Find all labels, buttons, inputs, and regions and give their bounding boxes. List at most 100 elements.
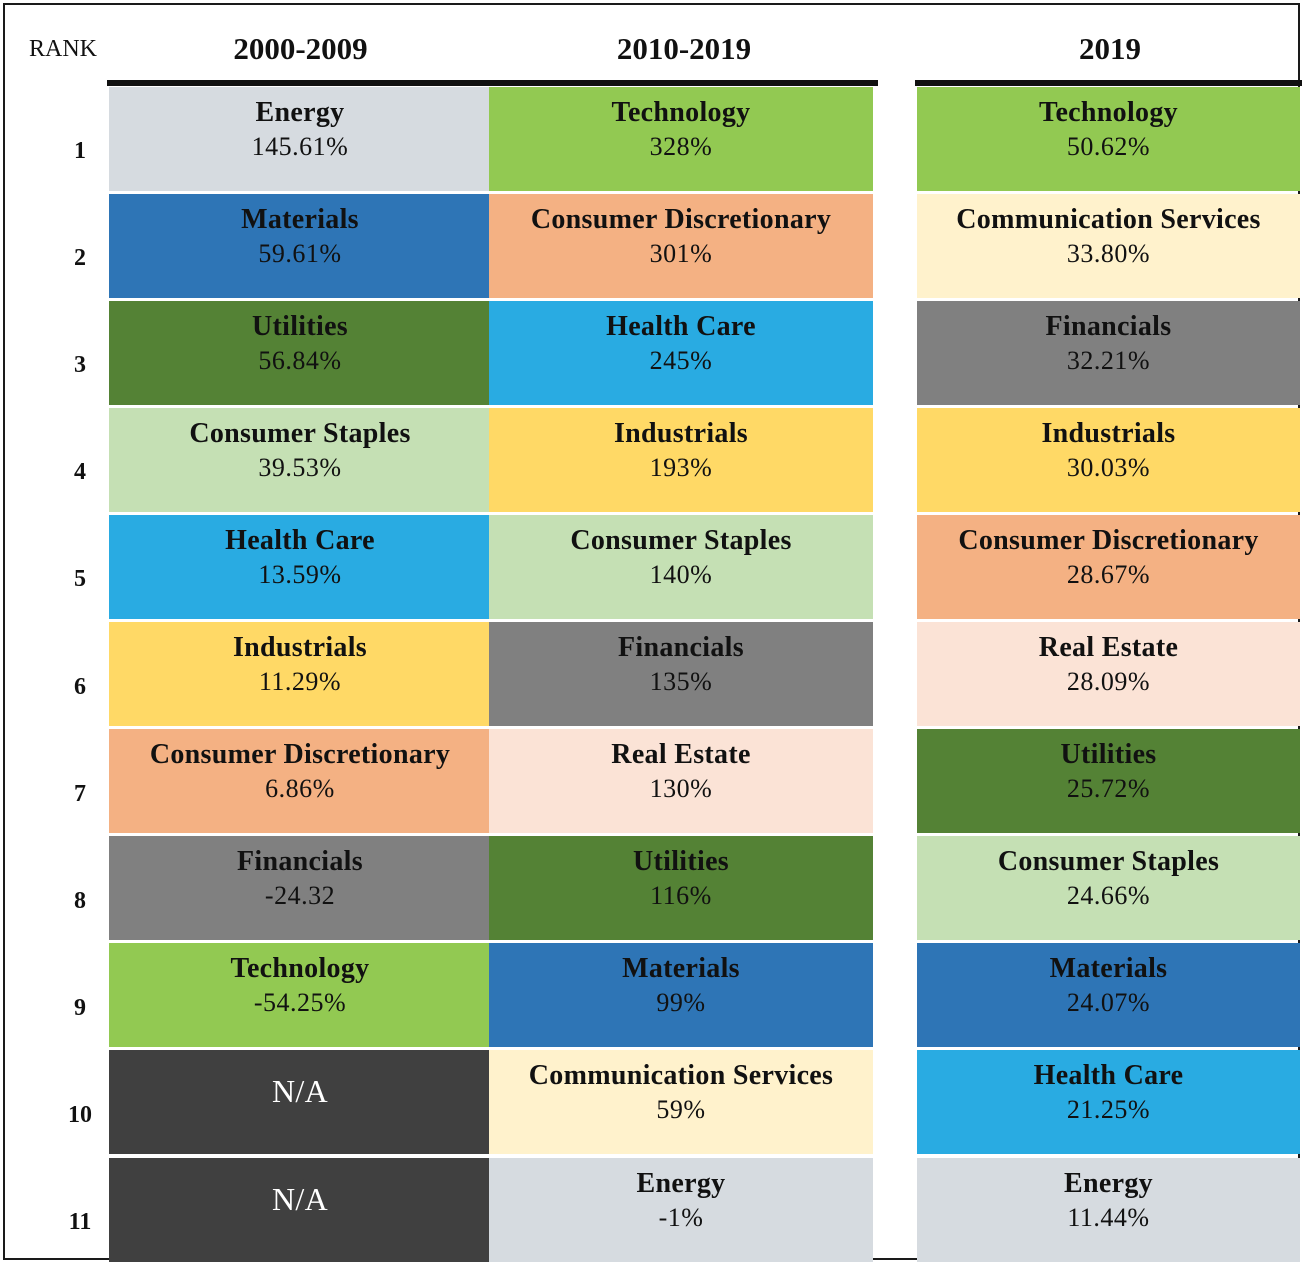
sector-return-value: 39.53% — [258, 452, 342, 482]
sector-return-value: 301% — [649, 238, 713, 268]
sector-name: Utilities — [632, 846, 729, 878]
sector-name: Financials — [618, 632, 744, 663]
sector-name: Materials — [1049, 953, 1168, 985]
sector-return-value: -24.32 — [264, 881, 336, 911]
sector-cell: Real Estate 130% — [489, 729, 873, 834]
sector-cell: Industrials 30.03% — [917, 407, 1300, 512]
sector-name: Consumer Staples — [570, 524, 792, 556]
sector-name: Consumer Discretionary — [149, 739, 451, 771]
sector-name: Materials — [241, 203, 359, 235]
sector-return-value: 116% — [650, 881, 712, 911]
sector-return-value: 193% — [649, 452, 713, 482]
sector-cell: Health Care 21.25% — [917, 1050, 1300, 1155]
rank-number: 5 — [74, 566, 86, 593]
rank-number: 1 — [74, 138, 86, 164]
rank-number: 8 — [74, 887, 86, 914]
sector-name: N/A — [271, 1073, 328, 1110]
sector-return-value: 21.25% — [1066, 1095, 1151, 1125]
sector-name: Industrials — [613, 417, 749, 449]
header-rule-left — [107, 80, 878, 86]
sector-return-value: 99% — [656, 988, 706, 1018]
column-header-2019: 2019 — [1079, 31, 1141, 66]
column-header-2010-2019: 2010-2019 — [616, 31, 752, 66]
sector-return-value: 13.59% — [258, 559, 342, 589]
sector-return-value: 33.80% — [1066, 238, 1151, 268]
sector-return-value: 50.62% — [1066, 131, 1151, 161]
sector-cell: Utilities 25.72% — [917, 729, 1300, 834]
header-rule-right — [915, 80, 1302, 86]
sector-cell: Materials 99% — [489, 943, 873, 1048]
sector-cell: N/A — [109, 1050, 491, 1155]
sector-cell: Energy -1% — [489, 1157, 873, 1262]
sector-return-value: 56.84% — [258, 345, 342, 375]
sector-name: Utilities — [1060, 739, 1157, 771]
rank-number: 2 — [74, 245, 86, 272]
sector-name: Industrials — [1041, 417, 1176, 449]
sector-name: Consumer Discretionary — [530, 203, 832, 235]
sector-cell: Financials 32.21% — [917, 300, 1300, 405]
rank-number: 10 — [68, 1101, 92, 1128]
sector-return-value: 28.67% — [1066, 559, 1151, 589]
sector-return-value: -1% — [658, 1202, 704, 1232]
sector-cell: Consumer Discretionary 301% — [489, 193, 873, 298]
sector-name: Consumer Staples — [997, 846, 1220, 878]
sector-name: Technology — [230, 953, 370, 985]
sector-name: Communication Services — [528, 1060, 834, 1092]
sector-return-value: 30.03% — [1066, 452, 1151, 482]
sector-return-value: 24.66% — [1066, 881, 1151, 911]
sector-return-value: 25.72% — [1066, 774, 1151, 804]
rank-header: RANK — [29, 36, 98, 62]
sector-cell: Industrials 193% — [489, 407, 873, 512]
sector-name: Consumer Staples — [189, 417, 411, 449]
sector-return-value: 24.07% — [1066, 988, 1151, 1018]
sector-cell: Consumer Discretionary 28.67% — [917, 514, 1300, 619]
sector-cell: Consumer Discretionary 6.86% — [109, 729, 491, 834]
sector-cell: Consumer Staples 140% — [489, 514, 873, 619]
sector-cell: Real Estate 28.09% — [917, 622, 1300, 727]
sector-return-value: 6.86% — [265, 774, 335, 804]
sector-name: Energy — [255, 96, 345, 128]
sector-cell: Communication Services 59% — [489, 1050, 873, 1155]
sector-cell: Utilities 116% — [489, 836, 873, 941]
sector-cell: Technology 50.62% — [917, 86, 1300, 191]
sector-cell: Industrials 11.29% — [109, 622, 491, 727]
sector-cell: Financials 135% — [489, 622, 873, 727]
sector-name: Communication Services — [956, 203, 1261, 235]
rank-number: 7 — [74, 780, 86, 807]
sector-name: Health Care — [606, 310, 756, 342]
sector-name: Technology — [1039, 96, 1178, 128]
sector-cell: Utilities 56.84% — [109, 300, 491, 405]
rank-number: 9 — [74, 994, 86, 1021]
sector-cell: Materials 59.61% — [109, 193, 491, 298]
sector-return-value: 32.21% — [1066, 345, 1151, 375]
sector-cell: Health Care 13.59% — [109, 514, 491, 619]
sector-return-value: 245% — [649, 345, 713, 375]
sector-cell: Consumer Staples 39.53% — [109, 407, 491, 512]
rank-number: 11 — [68, 1209, 92, 1235]
sector-name: Consumer Discretionary — [958, 524, 1259, 556]
sector-cell: Health Care 245% — [489, 300, 873, 405]
sector-return-value: 11.29% — [258, 667, 342, 696]
sector-name: Real Estate — [611, 739, 751, 771]
sector-cell: Consumer Staples 24.66% — [917, 836, 1300, 941]
sector-return-value: 140% — [649, 559, 713, 589]
sector-cell: Financials -24.32 — [109, 836, 491, 941]
rank-number: 3 — [74, 352, 86, 379]
sector-cell: Materials 24.07% — [917, 943, 1300, 1048]
sector-name: Financials — [237, 846, 363, 878]
sector-name: Real Estate — [1038, 632, 1179, 663]
sector-return-value: 11.44% — [1067, 1202, 1150, 1232]
sector-name: Technology — [611, 96, 751, 128]
sector-name: Health Care — [225, 524, 375, 556]
sector-name: Industrials — [232, 632, 368, 663]
sector-return-value: 59% — [656, 1095, 706, 1125]
sector-name: Health Care — [1033, 1060, 1184, 1092]
sector-return-value: 130% — [649, 774, 713, 804]
sector-cell: N/A — [109, 1157, 491, 1262]
sector-name: Utilities — [251, 310, 348, 342]
sector-return-value: 328% — [649, 131, 713, 161]
sector-cell: Technology 328% — [489, 86, 873, 191]
sector-cell: Energy 145.61% — [109, 86, 491, 191]
sector-name: N/A — [271, 1180, 328, 1217]
column-header-2000-2009: 2000-2009 — [233, 31, 368, 66]
